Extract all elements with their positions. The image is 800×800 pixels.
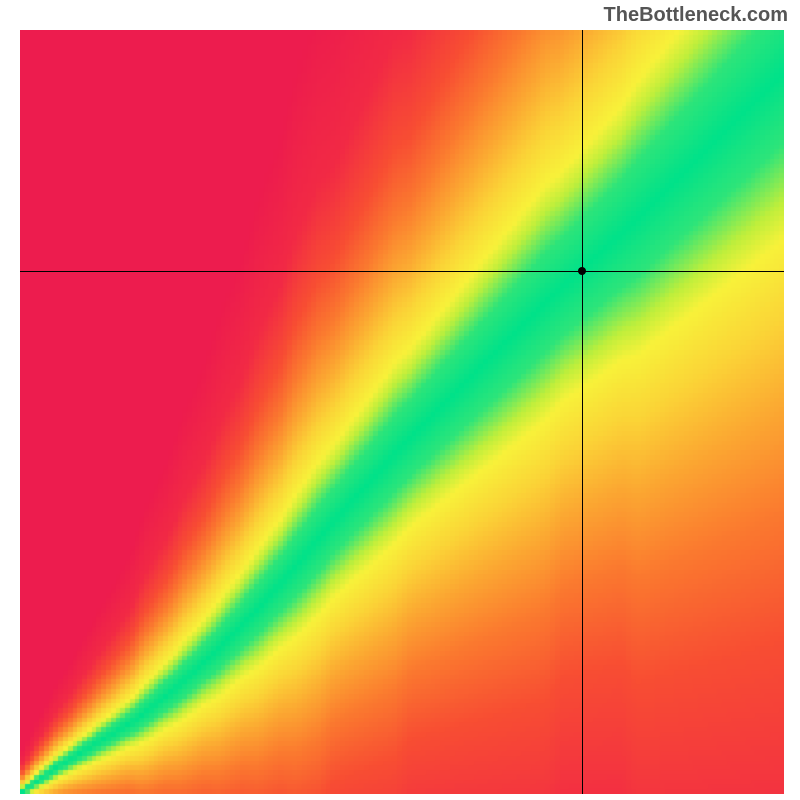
crosshair-dot (578, 267, 586, 275)
crosshair-vertical (582, 30, 583, 794)
attribution-label: TheBottleneck.com (604, 4, 788, 27)
crosshair-horizontal (20, 271, 784, 272)
heatmap-canvas (20, 30, 784, 794)
bottleneck-heatmap (20, 30, 784, 794)
